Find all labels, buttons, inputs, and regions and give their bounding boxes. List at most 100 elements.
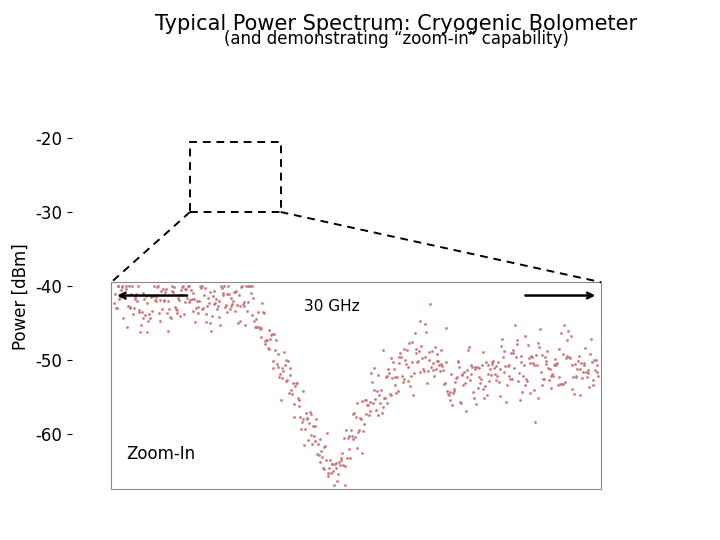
Y-axis label: Power [dBm]: Power [dBm] (12, 244, 30, 350)
Point (541, 360, 552, 368)
Point (344, 454, 356, 462)
Point (201, 310, 212, 319)
Point (453, 357, 464, 366)
Point (149, 295, 161, 304)
Point (486, 360, 498, 368)
Point (289, 382, 301, 390)
Point (294, 396, 305, 404)
Point (579, 361, 590, 369)
Point (571, 373, 582, 381)
Point (236, 281, 248, 290)
Point (373, 410, 384, 419)
Point (268, 364, 279, 373)
Point (262, 343, 274, 352)
Point (550, 361, 562, 369)
Point (580, 368, 592, 376)
Point (225, 301, 237, 310)
Point (438, 380, 450, 388)
Point (341, 454, 353, 462)
Point (191, 297, 202, 306)
Point (468, 394, 480, 402)
Point (177, 281, 189, 290)
Point (426, 362, 437, 371)
Point (251, 323, 263, 332)
Point (196, 304, 207, 313)
Point (134, 307, 145, 316)
Point (136, 308, 148, 316)
Point (132, 281, 143, 290)
Point (503, 361, 514, 369)
Point (585, 350, 596, 359)
Point (390, 373, 401, 382)
Bar (112, 282, 601, 489)
Point (506, 374, 518, 383)
Point (437, 366, 449, 375)
Point (291, 379, 302, 388)
Point (422, 367, 433, 376)
Point (444, 395, 456, 404)
Point (466, 370, 477, 379)
Point (570, 371, 581, 380)
Point (575, 359, 587, 367)
Point (347, 435, 359, 443)
Point (450, 373, 462, 382)
Point (274, 369, 286, 378)
Point (530, 351, 541, 360)
Point (539, 375, 550, 383)
Point (516, 388, 528, 396)
Point (355, 415, 366, 423)
Point (123, 281, 135, 290)
Point (128, 304, 140, 313)
Point (436, 362, 448, 370)
Point (346, 432, 358, 441)
Point (175, 286, 186, 294)
Point (118, 293, 130, 301)
Point (284, 363, 296, 372)
Point (549, 360, 560, 369)
Point (202, 293, 214, 302)
Point (518, 361, 530, 369)
Point (386, 354, 397, 363)
Point (495, 342, 507, 351)
Point (490, 375, 501, 384)
Point (576, 374, 588, 382)
Point (302, 435, 314, 444)
Point (477, 348, 489, 356)
Point (567, 373, 579, 381)
Point (404, 381, 415, 390)
Point (427, 365, 438, 374)
Point (301, 414, 312, 422)
Point (289, 413, 300, 422)
Point (401, 346, 413, 354)
Point (197, 281, 208, 290)
Point (582, 366, 594, 375)
Point (282, 375, 293, 384)
Point (150, 296, 162, 305)
Point (247, 311, 258, 320)
Point (487, 357, 498, 366)
Point (558, 380, 570, 388)
Point (112, 281, 123, 290)
Point (384, 390, 396, 399)
Point (215, 281, 227, 290)
Point (502, 361, 513, 370)
Point (284, 370, 295, 379)
Point (325, 469, 336, 478)
Point (449, 377, 461, 386)
Point (406, 338, 418, 346)
Point (397, 374, 409, 383)
Point (590, 355, 601, 364)
Point (323, 472, 334, 481)
Point (525, 359, 536, 368)
Point (288, 400, 300, 408)
Point (172, 293, 184, 302)
Point (465, 361, 477, 370)
Point (474, 363, 485, 372)
Point (228, 287, 240, 296)
Point (513, 377, 524, 386)
Point (447, 388, 459, 397)
Point (448, 385, 459, 394)
Point (588, 381, 599, 389)
Point (561, 352, 572, 360)
Point (588, 355, 600, 364)
